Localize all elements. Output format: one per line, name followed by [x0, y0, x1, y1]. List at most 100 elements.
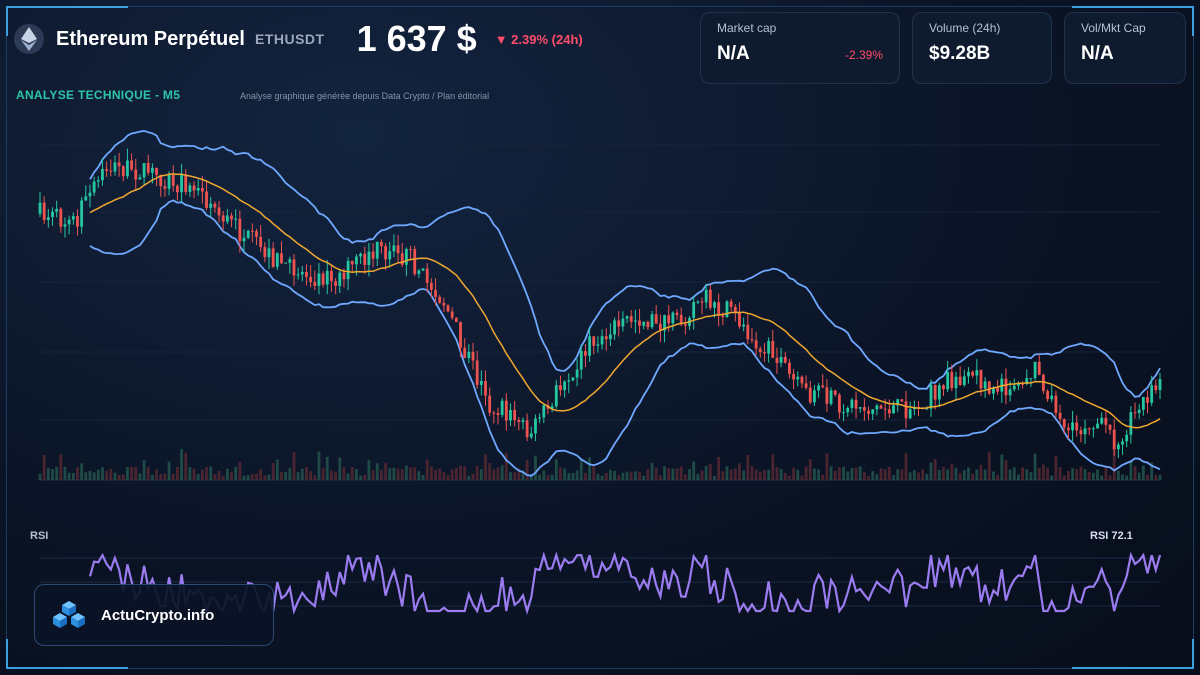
volume-bar [434, 469, 437, 480]
candle-body [371, 251, 375, 259]
volume-bar [887, 466, 891, 480]
candle-body [833, 390, 837, 395]
candle-body [138, 177, 142, 180]
candle-body [404, 249, 408, 265]
volume-bar [821, 474, 825, 480]
ethereum-logo-icon [14, 24, 44, 54]
volume-bar [292, 451, 296, 480]
volume-bar [225, 468, 229, 480]
candle-body [763, 352, 766, 354]
volume-bar [933, 459, 937, 480]
candle-body [771, 340, 775, 358]
volume-bar [592, 466, 596, 480]
volume-bar [663, 466, 666, 480]
volume-bar [92, 472, 96, 480]
candle-body [225, 215, 229, 222]
candle-body [838, 394, 841, 413]
candle-body [375, 242, 379, 259]
candle-body [46, 217, 50, 220]
brand-badge[interactable]: ActuCrypto.info [34, 584, 274, 646]
candle-body [325, 270, 329, 285]
candle-body [1129, 412, 1133, 435]
candle-body [242, 237, 246, 242]
candle-body [71, 216, 75, 220]
candle-body [887, 409, 891, 414]
volume-bar [600, 475, 604, 480]
volume-bar [571, 472, 575, 480]
volume-bar [679, 466, 683, 480]
candle-body [1050, 395, 1054, 400]
asset-symbol: ETHUSDT [254, 31, 325, 47]
candle-body [525, 420, 529, 438]
candle-body [171, 173, 175, 186]
candle-body [1008, 389, 1012, 396]
volume-bar [538, 474, 542, 480]
candle-body [296, 274, 300, 276]
asset-price: 1 637 $ [356, 18, 477, 59]
candle-body [846, 408, 850, 413]
volume-bar [900, 469, 904, 480]
candle-body [363, 253, 367, 265]
volume-bar [817, 469, 820, 480]
candle-body [1046, 391, 1049, 400]
volume-bar [879, 468, 883, 480]
candle-body [563, 381, 567, 391]
volume-bar [67, 472, 71, 480]
candle-body [700, 301, 704, 303]
candle-body [1037, 361, 1041, 375]
volume-bar [113, 472, 117, 480]
volume-bar [442, 472, 446, 480]
volume-bar [609, 469, 612, 480]
volume-bar [246, 475, 250, 480]
volume-bar [492, 469, 496, 480]
volume-bar [954, 467, 958, 480]
frame-corner-bottom-left [6, 639, 128, 669]
candle-body [159, 174, 163, 187]
candle-body [821, 385, 825, 388]
volume-bar [867, 475, 870, 480]
candle-body [84, 196, 88, 201]
volume-bar [259, 469, 263, 480]
candle-body [646, 321, 650, 328]
candle-body [188, 185, 192, 192]
volume-bar [683, 474, 687, 480]
volume-bar [96, 469, 100, 480]
section-subtitle: Analyse graphique générée depuis Data Cr… [240, 91, 490, 101]
volume-bar [550, 474, 554, 480]
candle-body [492, 412, 496, 414]
volume-bar [105, 470, 109, 480]
volume-bar [617, 475, 621, 480]
volume-bar [629, 471, 633, 480]
candle-body [1071, 422, 1074, 431]
candle-body [987, 381, 991, 394]
candle-body [925, 408, 929, 410]
candle-body [975, 370, 979, 376]
volume-bar [925, 473, 929, 480]
candle-body [875, 405, 879, 410]
volume-bar [363, 474, 367, 480]
candle-body [584, 350, 587, 356]
moving-average-line [89, 173, 1161, 429]
candle-body [246, 230, 250, 238]
volume-bar [708, 463, 712, 480]
volume-bar [754, 469, 758, 480]
volume-bar [180, 448, 183, 480]
candle-body [575, 369, 579, 378]
volume-bar [646, 469, 650, 480]
candle-body [704, 289, 708, 303]
candle-body [1100, 417, 1104, 424]
volume-bar [1096, 469, 1099, 480]
candle-body [421, 268, 425, 271]
candlesticks [38, 148, 1162, 459]
candle-body [196, 187, 200, 191]
volume-bar [742, 470, 746, 480]
candle-body [454, 317, 458, 323]
candle-body [850, 399, 854, 409]
candle-body [271, 248, 275, 267]
candle-body [175, 185, 179, 193]
candle-body [692, 301, 696, 318]
candle-body [80, 200, 84, 227]
candle-body [1075, 422, 1079, 431]
volume-bar [46, 467, 50, 480]
